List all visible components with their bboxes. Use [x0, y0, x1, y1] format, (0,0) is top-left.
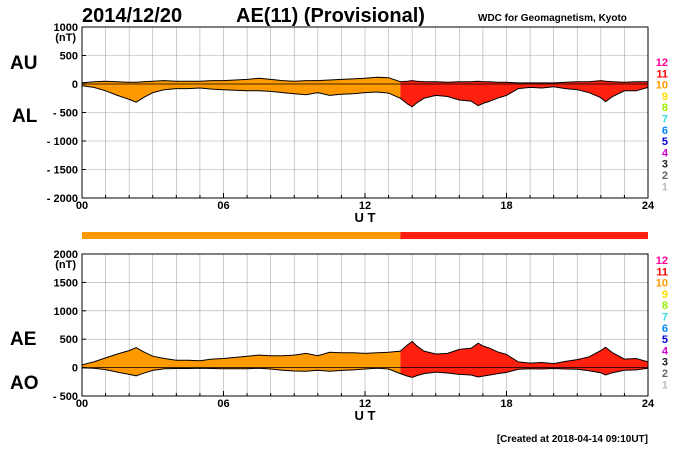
level-scale-11: 11	[656, 68, 668, 80]
x-tick-label: 24	[642, 398, 655, 410]
x-tick-label: 06	[217, 398, 229, 410]
series-al-line	[81, 85, 649, 108]
x-tick-label: 00	[76, 200, 88, 212]
index-title: AE(11) (Provisional)	[236, 5, 425, 27]
level-scale-8: 8	[662, 102, 668, 114]
y-tick-label: - 500	[53, 108, 78, 120]
x-tick-label: 00	[76, 398, 88, 410]
au-al-panel: 1000 500 0 - 500 - 1000 - 1500 - 2000 (nT) 00 06 1…	[47, 22, 655, 225]
x-tick-label: 12	[359, 200, 371, 212]
activity-level-bar	[82, 232, 648, 239]
area-fill-level-10	[82, 77, 401, 103]
level-scale-6: 6	[662, 323, 668, 335]
y-tick-label: - 1000	[47, 136, 78, 148]
x-tick-label: 24	[642, 200, 655, 212]
series-ao-line	[81, 367, 649, 378]
level-scale-10: 10	[656, 278, 668, 290]
y-tick-label: 0	[72, 363, 78, 375]
level-scale-7: 7	[662, 114, 668, 126]
level-scale-5: 5	[662, 136, 668, 148]
al-label: AL	[12, 106, 38, 127]
level-scale-9: 9	[662, 289, 668, 301]
y-tick-label: 500	[60, 51, 78, 63]
level-scale-8: 8	[662, 300, 668, 312]
y-unit-label: (nT)	[55, 32, 76, 44]
y-tick-label: 1000	[54, 22, 78, 34]
x-tick-label: 06	[217, 200, 229, 212]
level-scale-4: 4	[662, 147, 669, 159]
level-scale-11: 11	[656, 266, 668, 278]
y-tick-label: 0	[72, 79, 78, 91]
level-scale-6: 6	[662, 125, 668, 137]
au-label: AU	[10, 53, 37, 74]
level-scale-1: 1	[662, 181, 668, 193]
level-scale-3: 3	[662, 357, 668, 369]
level-scale-1: 1	[662, 379, 668, 391]
x-axis-label: U T	[355, 210, 376, 225]
level-scale-2: 2	[662, 170, 668, 182]
y-tick-label: 1500	[54, 277, 78, 289]
level-scale-4: 4	[662, 345, 669, 357]
area-fill-level-11	[400, 341, 648, 378]
series-ae-line	[81, 340, 649, 366]
x-tick-label: 18	[500, 398, 512, 410]
level-scale-9: 9	[662, 91, 668, 103]
y-tick-label: - 1500	[47, 165, 78, 177]
x-tick-label: 18	[500, 200, 512, 212]
ae-ao-panel: 2000 1500 1000 500 0 - 500 (nT) 00 06 12 18 24 U T	[53, 249, 655, 423]
x-tick-label: 12	[359, 398, 371, 410]
level-scale-7: 7	[662, 312, 668, 324]
y-tick-label: 500	[60, 334, 78, 346]
level-scale-12: 12	[656, 255, 668, 267]
x-axis-label: U T	[355, 408, 376, 423]
level-scale-10: 10	[656, 80, 668, 92]
level-bar-segment-10	[82, 232, 401, 239]
level-bar-segment-11	[400, 232, 648, 239]
date-label: 2014/12/20	[82, 5, 182, 27]
ao-label: AO	[10, 373, 39, 394]
source-label: WDC for Geomagnetism, Kyoto	[478, 13, 627, 24]
level-scale-2: 2	[662, 368, 668, 380]
y-tick-label: 1000	[54, 306, 78, 318]
y-tick-label: - 2000	[47, 193, 78, 205]
created-timestamp: [Created at 2018-04-14 09:10UT]	[497, 434, 648, 445]
y-tick-label: 2000	[54, 249, 78, 261]
level-scale-3: 3	[662, 159, 668, 171]
level-scale-5: 5	[662, 334, 668, 346]
y-tick-label: - 500	[53, 391, 78, 403]
level-scale-12: 12	[656, 57, 668, 69]
y-unit-label: (nT)	[55, 259, 76, 271]
series-au-line	[81, 76, 648, 84]
ae-label: AE	[10, 329, 36, 350]
